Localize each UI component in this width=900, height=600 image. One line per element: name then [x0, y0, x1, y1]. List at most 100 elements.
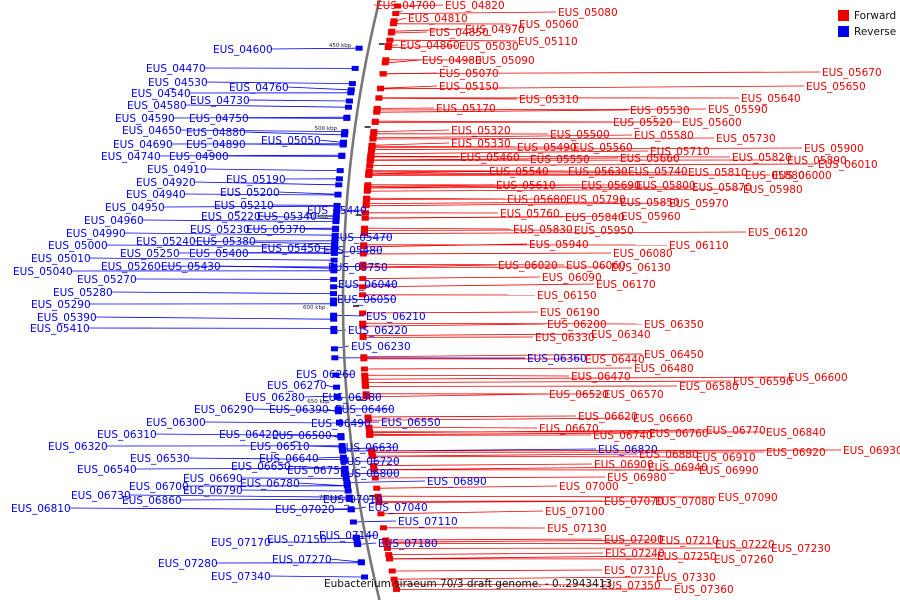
forward-gene-label: EUS_05070 — [439, 68, 499, 80]
reverse-leader-line — [332, 236, 391, 239]
reverse-gene-label: EUS_07270 — [272, 554, 332, 566]
forward-gene-label: EUS_06900 — [594, 459, 654, 471]
forward-gene-mark — [360, 231, 368, 237]
reverse-gene-mark — [342, 475, 350, 481]
forward-gene-mark — [374, 493, 382, 499]
forward-gene-label: EUS_07210 — [659, 535, 719, 547]
reverse-gene-mark — [343, 483, 351, 489]
forward-gene-label: EUS_06920 — [766, 447, 826, 459]
forward-gene-mark — [379, 525, 387, 531]
reverse-gene-label: EUS_04650 — [122, 125, 182, 137]
forward-leader-line — [374, 449, 842, 452]
forward-gene-label: EUS_06330 — [535, 332, 595, 344]
forward-leader-line — [365, 311, 539, 314]
forward-leader-line — [400, 4, 444, 7]
reverse-gene-label: EUS_06890 — [427, 476, 487, 488]
forward-gene-mark — [359, 310, 367, 316]
reverse-gene-label: EUS_04540 — [131, 88, 191, 100]
reverse-gene-label: EUS_07280 — [158, 558, 218, 570]
reverse-leader-line — [193, 181, 337, 186]
forward-leader-line — [377, 476, 606, 479]
forward-gene-label: EUS_05840 — [565, 212, 625, 224]
reverse-gene-label: EUS_06780 — [240, 478, 300, 490]
forward-gene-label: EUS_05830 — [513, 224, 573, 236]
reverse-leader-line — [203, 421, 338, 424]
forward-gene-label: EUS_05670 — [822, 67, 882, 79]
forward-gene-mark — [363, 188, 371, 194]
forward-gene-mark — [366, 163, 374, 169]
forward-gene-label: EUS_05890 — [787, 155, 847, 167]
reverse-gene-label: EUS_06040 — [338, 279, 398, 291]
forward-gene-label: EUS_06990 — [699, 465, 759, 477]
reverse-gene-label: EUS_04690 — [113, 139, 173, 151]
forward-gene-label: EUS_05590 — [708, 104, 768, 116]
forward-gene-mark — [368, 147, 376, 153]
reverse-gene-label: EUS_06420 — [219, 429, 279, 441]
forward-leader-line — [375, 134, 633, 139]
scale-tick-label: 500 kbp — [315, 126, 338, 132]
forward-gene-label: EUS_05980 — [743, 184, 803, 196]
reverse-gene-label: EUS_05340 — [257, 211, 317, 223]
forward-gene-label: EUS_05150 — [439, 81, 499, 93]
forward-leader-line — [376, 129, 450, 132]
forward-gene-mark — [362, 394, 370, 400]
forward-gene-label: EUS_06940 — [648, 462, 708, 474]
forward-gene-label: EUS_06620 — [578, 411, 638, 423]
forward-leader-line — [393, 31, 428, 34]
forward-gene-label: EUS_05500 — [550, 129, 610, 141]
reverse-leader-line — [154, 433, 339, 436]
reverse-gene-mark — [339, 142, 347, 148]
reverse-gene-label: EUS_05260 — [101, 261, 161, 273]
reverse-leader-line — [134, 467, 343, 470]
forward-gene-label: EUS_05610 — [496, 180, 556, 192]
forward-gene-label: EUS_07090 — [718, 492, 778, 504]
forward-gene-mark — [360, 366, 368, 372]
forward-gene-mark — [362, 210, 370, 216]
forward-gene-label: EUS_07240 — [605, 548, 665, 560]
reverse-gene-label: EUS_07170 — [211, 537, 271, 549]
forward-gene-mark — [390, 576, 398, 582]
forward-gene-mark — [362, 391, 370, 397]
reverse-leader-line — [331, 249, 381, 254]
forward-leader-line — [379, 108, 707, 111]
reverse-gene-mark — [335, 182, 343, 188]
reverse-leader-line — [268, 575, 363, 578]
forward-gene-mark — [373, 109, 381, 115]
forward-gene-label: EUS_05680 — [507, 194, 567, 206]
reverse-gene-label: EUS_05210 — [214, 200, 274, 212]
reverse-gene-label: EUS_04920 — [136, 177, 196, 189]
reverse-gene-mark — [330, 268, 338, 274]
reverse-gene-label: EUS_06730 — [71, 490, 131, 502]
reverse-gene-label: EUS_05050 — [261, 135, 321, 147]
forward-leader-line — [374, 453, 638, 457]
forward-gene-label: EUS_05960 — [621, 211, 681, 223]
reverse-leader-line — [172, 116, 345, 119]
forward-gene-label: EUS_06760 — [649, 428, 709, 440]
forward-gene-mark — [365, 424, 373, 430]
reverse-gene-label: EUS_05240 — [136, 236, 196, 248]
reverse-gene-mark — [331, 238, 339, 244]
reverse-leader-line — [344, 480, 426, 483]
reverse-leader-line — [350, 520, 397, 523]
forward-gene-label: EUS_04850 — [429, 27, 489, 39]
forward-leader-line — [367, 215, 620, 219]
reverse-leader-line — [339, 446, 397, 450]
forward-gene-mark — [361, 376, 369, 382]
reverse-gene-label: EUS_05250 — [120, 248, 180, 260]
forward-gene-mark — [383, 545, 391, 551]
reverse-gene-label: EUS_07010 — [323, 494, 383, 506]
forward-gene-mark — [382, 540, 390, 546]
forward-leader-line — [383, 510, 544, 515]
reverse-gene-label: EUS_04990 — [66, 228, 126, 240]
reverse-leader-line — [329, 558, 359, 563]
forward-leader-line — [376, 466, 647, 471]
reverse-leader-line — [330, 298, 395, 301]
forward-gene-label: EUS_06520 — [549, 389, 609, 401]
forward-leader-line — [365, 333, 590, 336]
reverse-gene-label: EUS_06490 — [311, 418, 371, 430]
reverse-gene-label: EUS_05010 — [31, 253, 91, 265]
forward-leader-line — [397, 583, 600, 586]
reverse-leader-line — [94, 316, 332, 320]
forward-gene-mark — [375, 95, 383, 101]
forward-gene-mark — [359, 251, 367, 257]
